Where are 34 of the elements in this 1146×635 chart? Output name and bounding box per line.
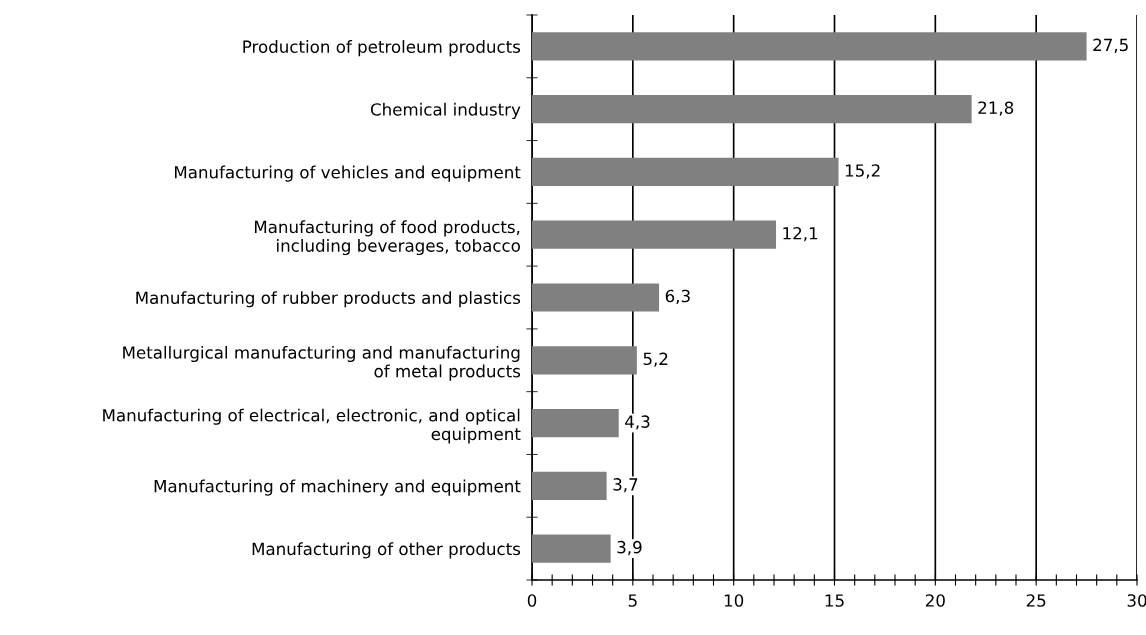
bar	[532, 32, 1087, 61]
data-label: 15,2	[845, 164, 880, 179]
bar	[532, 408, 619, 438]
data-label: 3,9	[617, 540, 642, 556]
bar	[532, 220, 777, 249]
x-tick-label: 20	[925, 594, 945, 607]
bar	[532, 534, 611, 563]
x-tick-label: 10	[724, 594, 744, 607]
data-label: 4,3	[625, 415, 650, 430]
data-label: 6,3	[665, 289, 690, 305]
y-tick-label: Manufacturing of electrical, electronic, and optical equipment	[103, 408, 521, 444]
bar	[532, 157, 839, 187]
x-tick-label: 5	[628, 594, 637, 607]
y-tick-label: Manufacturing of rubber products and plastics	[136, 291, 521, 308]
x-tick-label: 30	[1127, 594, 1146, 607]
x-tick-label: 15	[825, 594, 844, 607]
x-tick-label: 0	[527, 594, 537, 607]
data-label: 3,7	[613, 478, 638, 493]
y-tick-label: Manufacturing of other products	[252, 542, 521, 559]
bar	[532, 346, 637, 375]
data-label: 5,2	[643, 352, 668, 367]
data-label: 21,8	[978, 101, 1014, 116]
data-label: 27,5	[1093, 38, 1128, 53]
y-tick-label: Manufacturing of machinery and equipment	[154, 479, 521, 496]
y-tick-label: Production of petroleum products	[243, 40, 521, 57]
y-tick-label: Manufacturing of vehicles and equipment	[174, 165, 521, 182]
bar	[532, 283, 660, 312]
bar	[532, 471, 607, 500]
y-tick-label: Chemical industry	[370, 102, 521, 119]
bar	[532, 95, 972, 124]
y-tick-label: Metallurgical manufacturing and manufacturing of metal products	[123, 345, 521, 381]
x-tick-label: 25	[1026, 594, 1046, 607]
data-label: 12,1	[783, 226, 818, 242]
y-tick-label: Manufacturing of food products, including beverages, tobacco	[254, 220, 520, 256]
